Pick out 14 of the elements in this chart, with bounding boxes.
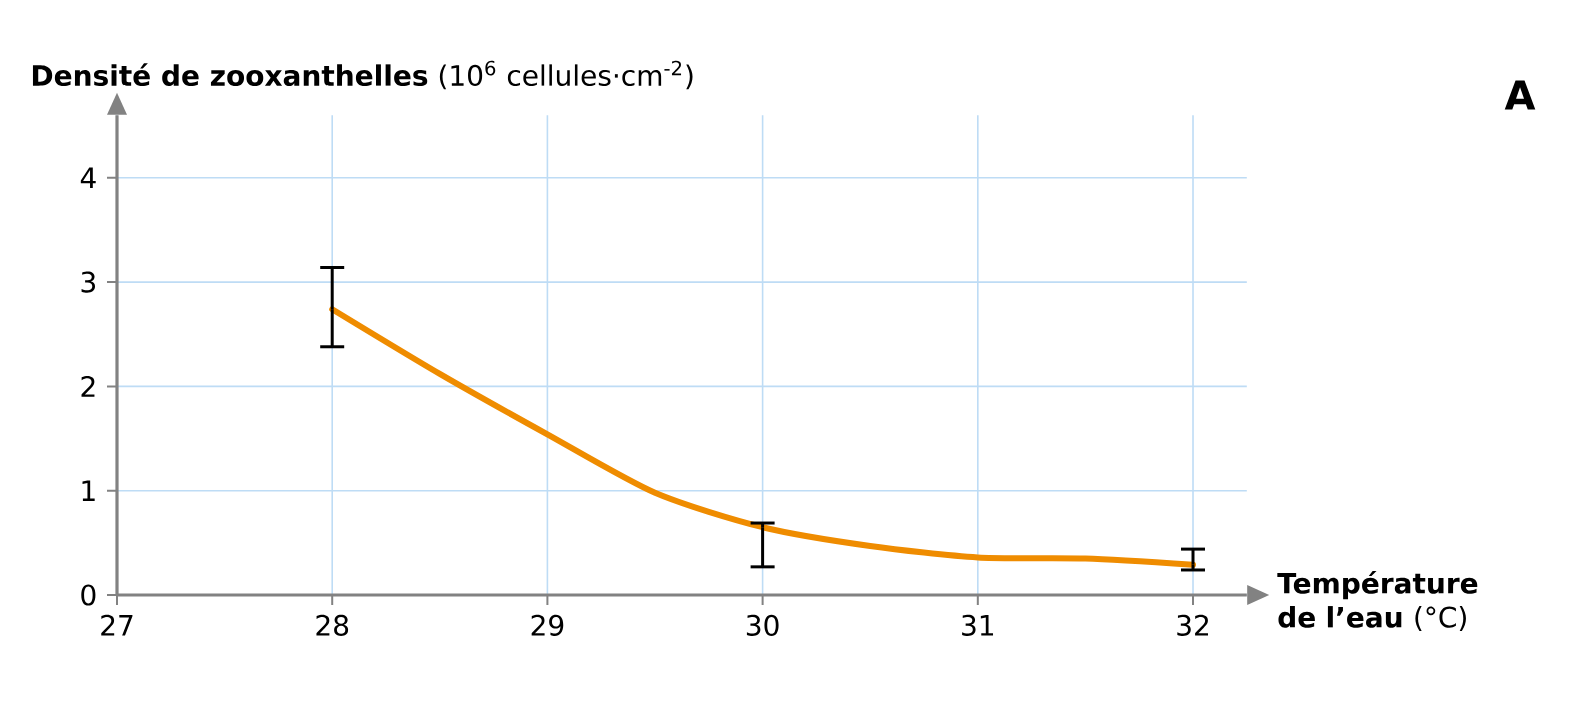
x-axis-title: Température de l’eau (°C): [1277, 570, 1478, 632]
y-tick-label: 3: [81, 271, 96, 293]
y-tick-label: 4: [80, 167, 96, 188]
x-tick-label: 27: [101, 614, 133, 636]
y-tick-label: 1: [82, 480, 95, 501]
x-tick-label: 31: [962, 614, 994, 636]
x-tick-label: 32: [1177, 614, 1208, 636]
y-tick-label: 2: [81, 376, 95, 397]
y-tick-label: 0: [81, 584, 96, 606]
x-tick-label: 29: [531, 614, 564, 636]
x-tick-label: 28: [316, 614, 349, 636]
y-axis-title: Densité de zooxanthelles (10$^{6}$ cellules·cm$^{-2}$): [32, 60, 693, 90]
text: A: [1504, 80, 1536, 110]
x-tick-label: 30: [746, 614, 779, 636]
